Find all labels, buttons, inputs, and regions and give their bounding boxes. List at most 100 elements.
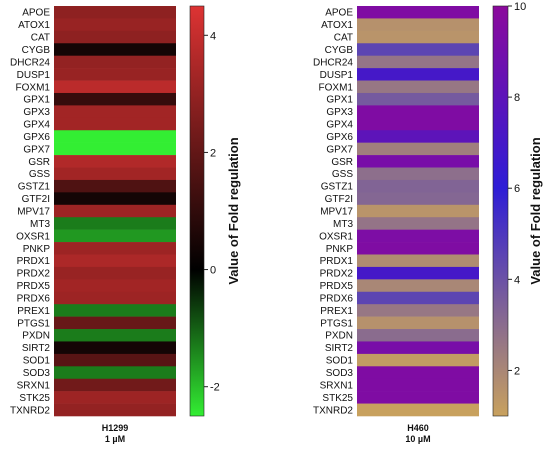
row-label: PREX1: [320, 306, 353, 317]
heatmap-cell-mpv17: [54, 204, 176, 218]
heatmap-cell-foxm1: [357, 80, 479, 94]
heatmap-cell-mt3: [357, 217, 479, 230]
heatmap-cell-prdx1: [357, 254, 479, 268]
row-label: SOD3: [326, 368, 354, 379]
heatmap-cell-dusp1: [357, 68, 479, 81]
row-label: PXDN: [22, 331, 50, 342]
row-label: DHCR24: [10, 57, 50, 68]
row-label: SOD1: [23, 356, 51, 367]
heatmap-cell-cygb: [54, 43, 176, 56]
row-label: PTGS1: [320, 318, 353, 329]
row-label: SOD3: [23, 368, 51, 379]
row-label: GTF2I: [325, 194, 353, 205]
heatmap-cell-pnkp: [357, 242, 479, 255]
heatmap-cell-gtf2i: [357, 192, 479, 206]
heatmap-cell-prdx5: [54, 279, 176, 293]
heatmap-cell-dhcr24: [357, 55, 479, 69]
heatmap-cell-prdx6: [357, 291, 479, 305]
row-label: GPX6: [23, 132, 50, 143]
row-label: CAT: [31, 33, 50, 44]
heatmap-cell-gpx4: [357, 117, 479, 131]
condition-label: 10 µM: [405, 434, 430, 444]
colorbar-tick-label: 4: [210, 30, 216, 42]
row-label: MT3: [333, 219, 353, 230]
heatmap-cell-gpx4: [54, 117, 176, 131]
colorbar-tick-label: -2: [210, 382, 220, 394]
colorbar: [189, 5, 205, 417]
heatmap-cell-stk25: [357, 391, 479, 404]
row-label: ATOX1: [18, 20, 50, 31]
heatmap-cell-gss: [54, 167, 176, 181]
condition-label: H460: [407, 423, 429, 433]
row-label: GPX7: [23, 144, 50, 155]
row-label: GPX1: [326, 95, 353, 106]
row-label: PRDX5: [17, 281, 51, 292]
heatmap-cell-gpx7: [54, 142, 176, 156]
row-label: MPV17: [17, 207, 50, 218]
row-label: MT3: [30, 219, 50, 230]
heatmap-cell-oxsr1: [54, 229, 176, 243]
heatmap-cell-gpx7: [357, 142, 479, 156]
row-label: PRDX2: [17, 269, 51, 280]
row-label: SIRT2: [22, 343, 51, 354]
colorbar-tick-label: 2: [210, 147, 216, 159]
colorbar-title: Value of Fold regulation: [226, 137, 241, 284]
row-label: STK25: [322, 393, 353, 404]
row-label: MPV17: [320, 207, 353, 218]
heatmap-cell-gpx6: [54, 130, 176, 143]
row-label: GTF2I: [22, 194, 50, 205]
row-label: SOD1: [326, 356, 354, 367]
heatmap-cell-ptgs1: [357, 316, 479, 330]
row-label: GSTZ1: [18, 182, 51, 193]
heatmap-cell-apoe: [54, 6, 176, 19]
heatmap-cell-sod1: [54, 353, 176, 367]
condition-label: 1 µM: [105, 434, 125, 444]
row-label: PREX1: [17, 306, 50, 317]
row-label: GPX3: [23, 107, 50, 118]
heatmap-cell-atox1: [54, 18, 176, 32]
row-label: GPX7: [326, 144, 353, 155]
heatmap-cell-dusp1: [54, 68, 176, 81]
row-label: GPX4: [23, 120, 50, 131]
row-label: SRXN1: [320, 380, 354, 391]
heatmap-cell-stk25: [54, 391, 176, 404]
heatmap-cell-gpx6: [357, 130, 479, 143]
heatmap-cell-sirt2: [357, 341, 479, 355]
row-label: TXNRD2: [313, 405, 353, 416]
row-label: SRXN1: [17, 380, 51, 391]
heatmap-cell-cat: [357, 30, 479, 44]
heatmap-cell-gsr: [357, 155, 479, 168]
row-label: DUSP1: [17, 70, 51, 81]
heatmap-cell-cat: [54, 30, 176, 44]
heatmap-cell-sod1: [357, 353, 479, 367]
heatmap-cell-gsr: [54, 155, 176, 168]
row-label: GPX3: [326, 107, 353, 118]
heatmap-cell-pnkp: [54, 242, 176, 255]
heatmap-cell-gstz1: [357, 179, 479, 193]
row-label: ATOX1: [321, 20, 353, 31]
heatmap-cell-gpx3: [357, 105, 479, 119]
heatmap-cell-prdx1: [54, 254, 176, 268]
row-label: PXDN: [325, 331, 353, 342]
heatmap-cell-sod3: [357, 366, 479, 380]
row-label: PNKP: [23, 244, 51, 255]
row-label: APOE: [325, 8, 353, 19]
heatmap-cell-ptgs1: [54, 316, 176, 330]
heatmap-cell-txnrd2: [357, 403, 479, 417]
row-label: CAT: [334, 33, 353, 44]
heatmap-cell-prdx2: [54, 266, 176, 280]
row-label: STK25: [19, 393, 50, 404]
heatmap-cell-pxdn: [54, 329, 176, 342]
row-label: GSS: [332, 169, 353, 180]
row-label: PRDX5: [320, 281, 354, 292]
row-label: FOXM1: [319, 82, 354, 93]
heatmap-cell-apoe: [357, 6, 479, 19]
row-label: FOXM1: [16, 82, 51, 93]
row-label: OXSR1: [16, 231, 50, 242]
heatmap-cell-prex1: [54, 304, 176, 317]
heatmap-cell-gpx1: [54, 92, 176, 106]
row-label: APOE: [22, 8, 50, 19]
row-label: GSS: [29, 169, 50, 180]
row-label: CYGB: [325, 45, 354, 56]
